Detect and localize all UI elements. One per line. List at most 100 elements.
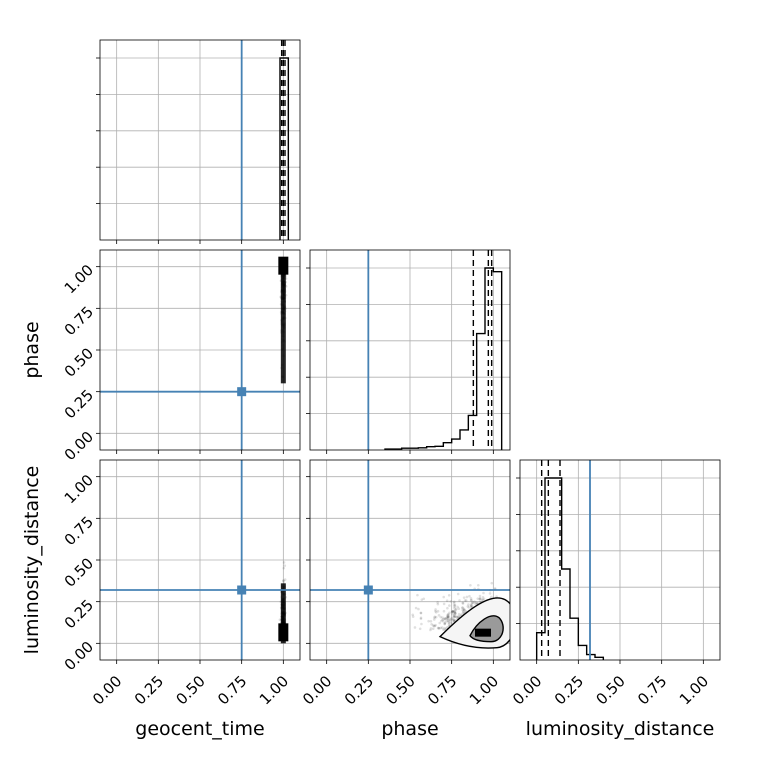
sample-point: [456, 605, 459, 609]
sample-point: [453, 615, 457, 618]
panel-geocent_time-vs-geocent_time: [96, 39, 301, 244]
sample-point: [450, 621, 453, 625]
sample-point: [495, 595, 498, 598]
panel-content: [310, 250, 510, 450]
sample-point: [417, 607, 420, 611]
sample-point: [450, 617, 453, 620]
sample-point: [441, 628, 445, 631]
xlabel-phase: phase: [381, 718, 438, 740]
sample-point: [452, 600, 456, 604]
density-core: [278, 256, 289, 275]
sample-point: [480, 598, 484, 601]
x-tick-label: 0.00: [299, 672, 335, 708]
sample-point: [440, 626, 444, 629]
sample-point: [461, 610, 465, 614]
panel-phase-vs-geocent_time: 0.00 0.25 0.50 0.75 1.00: [61, 249, 301, 464]
y-tick-label: 0.25: [61, 386, 97, 422]
sample-point: [446, 614, 449, 618]
density-core: [278, 623, 289, 642]
x-tick-label: 1.00: [466, 672, 502, 708]
sample-point: [443, 617, 447, 620]
sample-point: [446, 615, 450, 619]
sample-point: [438, 621, 442, 625]
sample-point: [447, 612, 450, 616]
panel-luminosity_distance-vs-geocent_time: 0.000.250.500.751.000.00 0.25 0.50 0.75 1.00: [61, 459, 301, 708]
sample-point: [420, 622, 423, 626]
sample-point: [429, 620, 433, 623]
sample-point: [469, 583, 472, 587]
sample-point: [282, 579, 286, 583]
sample-point: [459, 613, 463, 617]
sample-point: [445, 599, 449, 603]
panel-content: [100, 40, 300, 240]
x-tick-label: 0.25: [341, 672, 377, 708]
x-tick-label: 0.50: [592, 672, 628, 708]
sample-point: [452, 618, 456, 622]
sample-point: [443, 622, 447, 626]
sample-point: [446, 606, 449, 610]
sample-point: [448, 604, 451, 607]
ylabel-phase: phase: [21, 321, 43, 378]
sample-point: [448, 620, 452, 623]
sample-point: [442, 620, 445, 623]
panel-content: [520, 460, 720, 660]
sample-point: [478, 597, 482, 600]
sample-point: [457, 615, 460, 618]
x-tick-label: 0.75: [214, 672, 250, 708]
sample-point: [442, 595, 446, 599]
sample-point: [471, 601, 474, 605]
sample-point: [434, 615, 438, 619]
sample-point: [431, 624, 435, 627]
histogram-phase: [384, 267, 503, 450]
sample-point: [482, 591, 485, 595]
sample-point: [434, 610, 438, 614]
sample-point: [431, 627, 435, 631]
sample-point: [413, 626, 417, 629]
sample-point: [452, 614, 456, 618]
truth-marker: [363, 585, 373, 595]
sample-point: [436, 602, 440, 606]
sample-point: [447, 613, 450, 617]
sample-point: [461, 602, 465, 605]
sample-point: [473, 600, 476, 603]
sample-point: [450, 610, 454, 614]
sample-point: [488, 592, 492, 595]
y-tick-label: 0.00: [61, 428, 97, 464]
sample-point: [453, 603, 456, 607]
sample-point: [490, 581, 494, 585]
sample-point: [446, 613, 449, 617]
sample-point: [453, 618, 457, 622]
sample-point: [430, 623, 433, 626]
panel-content: [100, 250, 300, 450]
sample-point: [464, 599, 468, 602]
sample-point: [478, 597, 482, 600]
sample-point: [461, 606, 464, 609]
sample-point: [456, 615, 460, 619]
sample-point: [456, 592, 460, 596]
sample-point: [469, 603, 473, 607]
sample-point: [436, 601, 439, 604]
sample-point: [476, 583, 480, 587]
y-tick-label: 0.50: [61, 554, 97, 590]
x-tick-label: 0.00: [89, 672, 125, 708]
sample-point: [420, 598, 424, 601]
sample-point: [482, 597, 486, 601]
sample-point: [442, 617, 445, 621]
sample-point: [447, 621, 451, 625]
sample-point: [449, 600, 453, 603]
y-tick-label: 0.50: [61, 344, 97, 380]
panel-content: [310, 460, 510, 660]
sample-point: [457, 607, 461, 611]
sample-point: [444, 617, 448, 620]
sample-point: [454, 615, 458, 619]
y-tick-label: 0.75: [61, 303, 97, 339]
sample-point: [452, 615, 456, 618]
sample-point: [419, 616, 423, 620]
sample-point: [434, 609, 437, 613]
x-tick-label: 0.75: [634, 672, 670, 708]
sample-point: [463, 608, 467, 612]
sample-point: [282, 566, 286, 570]
sample-point: [463, 599, 467, 602]
sample-point: [454, 608, 457, 612]
